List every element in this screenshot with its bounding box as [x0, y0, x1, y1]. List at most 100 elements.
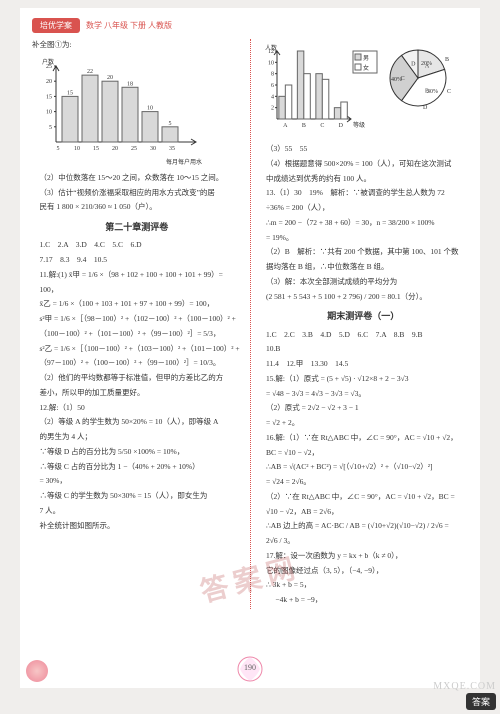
- svg-text:C: C: [320, 123, 324, 129]
- svg-text:10: 10: [46, 109, 52, 115]
- left-b-line: 的男生为 4 人；: [32, 431, 242, 444]
- svg-text:D: D: [411, 61, 416, 67]
- left-b-line: s²乙 = 1/6 ×［（100－100）² +（103－100）² +（101…: [32, 343, 242, 356]
- left-b-line: 100，: [32, 284, 242, 297]
- right-a-line: ∴m = 200 −（72 + 38 + 60）= 30，n = 38/200 …: [259, 217, 469, 230]
- right-b-line: 17.解：设一次函数为 y = kx + b（k ≠ 0），: [259, 550, 469, 563]
- left-a-line: 民有 1 800 × 210/360 ≈ 1 050（户）。: [32, 201, 242, 214]
- left-b-line: 12.解:（1）50: [32, 402, 242, 415]
- svg-text:30: 30: [150, 146, 156, 152]
- right-b-line: = √24 = 2√6。: [259, 476, 469, 489]
- left-b-line: （2）等级 A 的学生数为 50×20% = 10（人），即等级 A: [32, 416, 242, 429]
- right-b-line: ∴AB = √(AC² + BC²) = √[（√10+√2）² +（√10−√…: [259, 461, 469, 474]
- svg-text:C: C: [447, 89, 451, 95]
- svg-text:20: 20: [46, 79, 52, 85]
- svg-text:5: 5: [49, 125, 52, 131]
- column-divider: [250, 39, 251, 609]
- left-b-line: 7.17 8.3 9.4 10.5: [32, 254, 242, 267]
- series-tag: 培优学案: [32, 18, 80, 33]
- site-watermark: MXQE.COM: [433, 681, 496, 692]
- left-intro: 补全图①为:: [32, 39, 242, 52]
- right-b-line: 10.B: [259, 343, 469, 356]
- right-b-line: 它的图像经过点（3, 5），（−4, −9），: [259, 565, 469, 578]
- brand-badge: 答案: [466, 693, 496, 710]
- svg-text:5: 5: [57, 146, 60, 152]
- svg-text:4: 4: [271, 94, 274, 100]
- svg-text:等级: 等级: [353, 121, 365, 129]
- svg-text:15: 15: [46, 94, 52, 100]
- svg-text:每月每户用水量/m³: 每月每户用水量/m³: [166, 158, 202, 166]
- final-exam-title: 期末测评卷（一）: [259, 309, 469, 324]
- svg-text:40%: 40%: [391, 77, 402, 83]
- svg-text:22: 22: [87, 69, 93, 75]
- right-b-line: 1.C 2.C 3.B 4.D 5.D 6.C 7.A 8.B 9.B: [259, 329, 469, 342]
- left-b-line: ∴等级 C 占的百分比为 1 −（40% + 20% + 10%）: [32, 461, 242, 474]
- flower-icon: [26, 660, 48, 682]
- svg-text:女: 女: [363, 64, 369, 72]
- right-column: 24681012ABCD人数等级男女 ABCD40%20%30%BCD （3）5…: [259, 39, 469, 609]
- right-b-line: 11.4 12.甲 13.30 14.5: [259, 358, 469, 371]
- right-b-line: ∴ 3k + b = 5，: [259, 579, 469, 592]
- left-a-line: （2）中位数落在 15～20 之间，众数落在 10～15 之间。: [32, 172, 242, 185]
- left-b-line: （97－100）² +（100－100）² +（99－100）²］= 10/3。: [32, 357, 242, 370]
- svg-text:20: 20: [112, 146, 118, 152]
- left-b-line: 差小，所以甲的加工质量更好。: [32, 387, 242, 400]
- svg-text:2: 2: [271, 106, 274, 112]
- right-b-line: 15.解:（1）原式 = (5 + √5) · √12×8 + 2 − 3√3: [259, 373, 469, 386]
- left-b-line: （2）他们的平均数都等于标准值，但甲的方差比乙的方: [32, 372, 242, 385]
- grouped-bar-chart: 24681012ABCD人数等级男女: [259, 43, 379, 133]
- right-b-line: 2√6 / 3。: [259, 535, 469, 548]
- right-a-line: (2 581 + 5 543 + 5 100 + 2 796) / 200 = …: [259, 291, 469, 304]
- left-b-line: s²甲 = 1/6 ×［（98－100）² +（102－100）² +（100－…: [32, 313, 242, 326]
- right-b-line: ∴AB 边上的高 = AC·BC / AB = (√10+√2)(√10−√2)…: [259, 520, 469, 533]
- right-a-line: （4）根据题意得 500×20% = 100（人），可知在这次测试: [259, 158, 469, 171]
- right-a-line: （2）B 解析：∵共有 200 个数据，其中第 100、101 个数: [259, 246, 469, 259]
- svg-text:D: D: [338, 123, 343, 129]
- left-b-line: （100－100）² +（101－100）² +（99－100）²］= 5/3，: [32, 328, 242, 341]
- svg-text:20: 20: [107, 75, 113, 81]
- right-b-line: = √48 − 3√3 = 4√3 − 3√3 = √3。: [259, 388, 469, 401]
- two-columns: 补全图①为: 510152025152220181055101520253035…: [32, 39, 468, 609]
- left-b-line: ∴等级 C 的学生数为 50×30% = 15（人），即女生为: [32, 490, 242, 503]
- right-b-line: （2）∵在 Rt△ABC 中，∠C = 90°，AC = √10 + √2，BC…: [259, 491, 469, 504]
- right-b-line: （2）原式 = 2√2 − √2 + 3 − 1: [259, 402, 469, 415]
- svg-text:人数: 人数: [265, 44, 277, 52]
- left-column: 补全图①为: 510152025152220181055101520253035…: [32, 39, 242, 609]
- page: 培优学案 数学 八年级 下册 人教版 补全图①为: 51015202515222…: [20, 8, 480, 688]
- right-a-line: ÷36% = 200（人），: [259, 202, 469, 215]
- header-bar: 培优学案 数学 八年级 下册 人教版: [32, 18, 468, 33]
- svg-text:10: 10: [147, 105, 153, 111]
- left-b-line: 1.C 2.A 3.D 4.C 5.C 6.D: [32, 239, 242, 252]
- svg-text:25: 25: [131, 146, 137, 152]
- svg-text:户数: 户数: [42, 58, 54, 66]
- svg-text:D: D: [423, 105, 428, 111]
- right-a-line: 据均落在 B 组，∴中位数落在 B 组。: [259, 261, 469, 274]
- svg-text:15: 15: [67, 90, 73, 96]
- svg-text:20%: 20%: [421, 61, 432, 67]
- right-b-line: = √2 + 2。: [259, 417, 469, 430]
- left-b-line: 11.解:(1) x̄甲 = 1/6 ×（98 + 102 + 100 + 10…: [32, 269, 242, 282]
- svg-text:A: A: [283, 123, 288, 129]
- left-b-line: 7 人。: [32, 505, 242, 518]
- right-a-line: （3）55 55: [259, 143, 469, 156]
- page-number-badge: 190: [237, 656, 263, 682]
- chapter-20-title: 第二十章测评卷: [32, 220, 242, 235]
- svg-text:5: 5: [169, 121, 172, 127]
- book-info: 数学 八年级 下册 人教版: [86, 20, 172, 31]
- right-a-line: 13.（1）30 19% 解析：∵被调查的学生总人数为 72: [259, 187, 469, 200]
- histogram-chart: 510152025152220181055101520253035户数每月每户用…: [32, 56, 242, 166]
- left-b-line: = 30%，: [32, 475, 242, 488]
- svg-text:18: 18: [127, 81, 133, 87]
- left-b-line: x̄乙 = 1/6 ×（100 + 103 + 101 + 97 + 100 +…: [32, 298, 242, 311]
- right-b-line: −4k + b = −9，: [259, 594, 469, 607]
- svg-text:10: 10: [74, 146, 80, 152]
- left-b-line: 补全统计图如图所示。: [32, 520, 242, 533]
- page-number: 190: [237, 663, 263, 672]
- right-b-line: BC = √10 − √2，: [259, 447, 469, 460]
- svg-text:35: 35: [169, 146, 175, 152]
- right-b-line: √10 − √2，AB = 2√6，: [259, 506, 469, 519]
- right-a-line: = 19%。: [259, 232, 469, 245]
- right-a-line: （3）解：本次全部测试成绩的平均分为: [259, 276, 469, 289]
- svg-text:B: B: [445, 57, 449, 63]
- right-b-line: 16.解:（1）∵在 Rt△ABC 中，∠C = 90°，AC = √10 + …: [259, 432, 469, 445]
